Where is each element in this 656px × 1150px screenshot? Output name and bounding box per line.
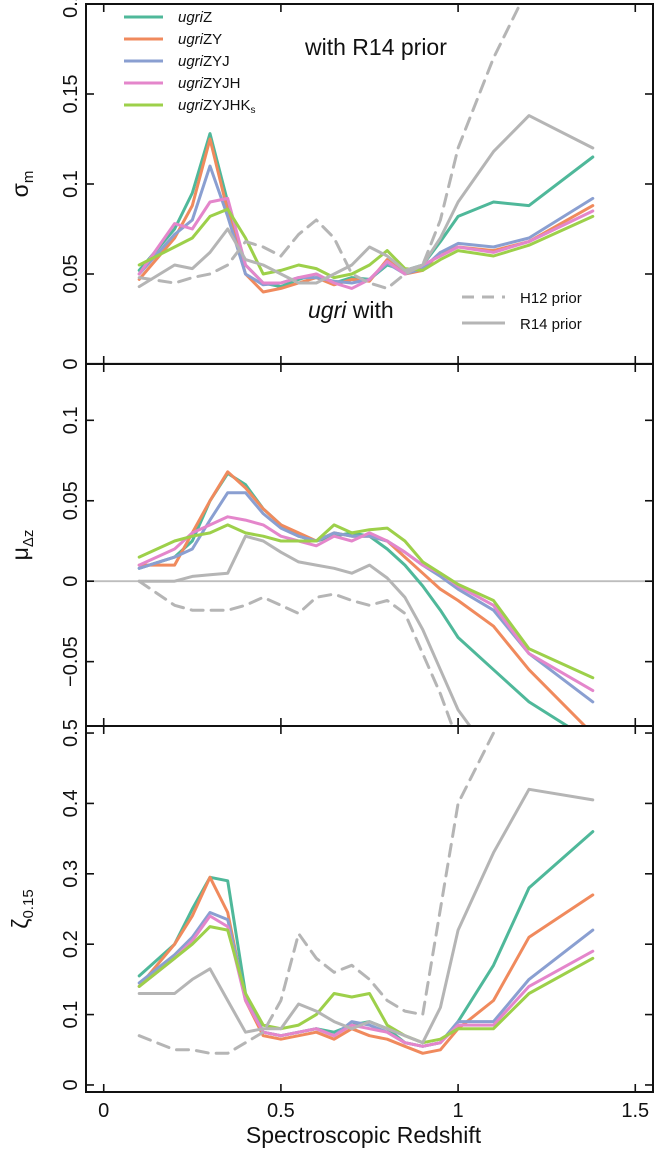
legend-entry-rest: Z (203, 9, 212, 26)
y-tick-label: 0.4 (60, 790, 82, 818)
y-axis-label: ζ0.15 (7, 889, 37, 928)
series-line-H12-prior (137, 4, 522, 290)
prior-legend-rest: with (346, 297, 393, 323)
legend-entry-rest: ZYJH (203, 75, 241, 92)
y-axis-label: σm (7, 171, 37, 198)
legend-entry-rest: ZYJ (203, 53, 230, 70)
legend-entry-sub: s (251, 105, 256, 116)
series-line-ugriZ (137, 132, 595, 289)
legend-entry-italic: ugri (178, 53, 204, 70)
prior-legend-title: ugri with (308, 297, 394, 323)
panel-frame (85, 725, 654, 1093)
legend-entry-italic: ugri (178, 75, 204, 92)
y-tick-label: 0.05 (60, 255, 82, 294)
series-lines (137, 731, 595, 1055)
y-tick-label: −0.05 (60, 636, 82, 687)
panel-2: −0.05 0 0.05 0.1 μΔz (7, 363, 654, 727)
legend-entry-italic: ugri (178, 31, 204, 48)
legend-entry-italic: ugri (178, 9, 204, 26)
series-line-R14-prior (137, 534, 472, 726)
series-line-ugriZYJHKs (137, 523, 595, 680)
y-tick-label: 0.1 (60, 170, 82, 198)
y-axis-label-sub: m (20, 171, 37, 184)
series-line-H12-prior (137, 731, 495, 1055)
series-line-ugriZYJ (137, 911, 595, 1048)
prior-legend: ugri with H12 prior R14 prior (308, 290, 582, 333)
legend-entry-rest: ZYJHK (203, 97, 251, 114)
series-lines (137, 4, 595, 294)
legend-entry: ugriZYJH (178, 75, 241, 92)
y-tick-label: 0.2 (60, 930, 82, 958)
prior-legend-entry: H12 prior (520, 290, 582, 307)
y-axis-label-main: σ (7, 183, 33, 197)
prior-legend-italic: ugri (308, 297, 347, 323)
series-line-ugriZY (137, 137, 595, 294)
series-line-ugriZYJH (137, 196, 595, 290)
y-tick-label: 0.05 (60, 481, 82, 520)
y-tick-label: 0 (60, 1079, 82, 1090)
series-line-H12-prior (137, 579, 454, 726)
x-tick-label: 1.5 (621, 1100, 649, 1122)
panel-annotation: with R14 prior (304, 34, 447, 60)
y-tick-label: 0 (60, 576, 82, 587)
prior-legend-entry: R14 prior (520, 316, 582, 333)
series-line-ugriZY (137, 875, 595, 1055)
panel-3: 0 0.1 0.2 0.3 0.4 0.5 ζ0.15 (7, 719, 654, 1093)
y-tick-label: 0 (60, 358, 82, 369)
series-line-ugriZYJHKs (137, 207, 595, 280)
series-line-R14-prior (137, 787, 595, 1045)
legend-entry-italic: ugri (178, 97, 204, 114)
series-line-ugriZYJ (137, 491, 595, 704)
x-tick-label: 0.5 (267, 1100, 295, 1122)
x-tick-label: 0 (98, 1100, 109, 1122)
series-line-ugriZYJ (137, 164, 595, 287)
series-line-ugriZYJH (137, 914, 595, 1048)
legend-entry: ugriZY (178, 31, 222, 48)
x-tick-label: 1 (453, 1100, 464, 1122)
legend-entry: ugriZYJHKs (178, 97, 256, 116)
y-tick-label: 0.3 (60, 860, 82, 888)
legend-entry-rest: ZY (203, 31, 222, 48)
series-line-ugriZYJHKs (137, 925, 595, 1045)
panels-layer: 0 0.05 0.1 0.15 0.2 σm with R14 prior −0.05 0 0.0… (7, 0, 654, 1093)
series-lines (137, 470, 595, 726)
series-line-R14-prior (137, 114, 595, 289)
series-line-ugriZ (137, 830, 595, 1048)
y-axis-label-sub: 0.15 (20, 889, 37, 918)
legend-entry: ugriZYJ (178, 53, 230, 70)
y-axis-label-sub: Δz (20, 530, 37, 548)
x-axis-label: Spectroscopic Redshift (246, 1122, 482, 1148)
y-axis-label-main: ζ (7, 919, 33, 929)
y-axis-label-main: μ (7, 547, 33, 560)
y-tick-label: 0.2 (60, 0, 82, 18)
y-tick-label: 0.1 (60, 406, 82, 434)
x-axis: 0 0.5 1 1.5 Spectroscopic Redshift (98, 1100, 649, 1148)
y-tick-label: 0.1 (60, 1001, 82, 1029)
series-line-ugriZ (137, 471, 571, 726)
y-tick-label: 0.5 (60, 719, 82, 747)
y-axis-label: μΔz (7, 530, 37, 561)
y-tick-label: 0.15 (60, 75, 82, 114)
panel-frame (85, 363, 654, 727)
legend-entry: ugriZ (178, 9, 212, 26)
